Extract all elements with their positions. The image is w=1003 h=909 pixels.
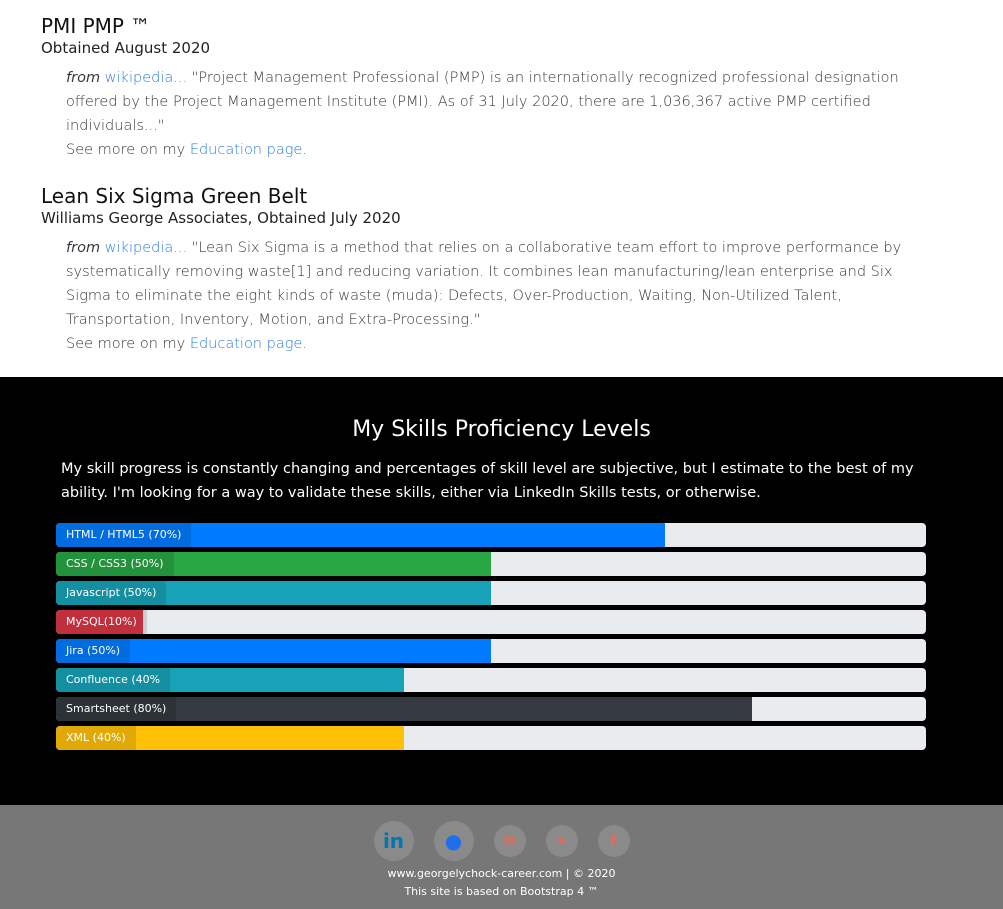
footer-based-line: This site is based on Bootstrap 4 ™	[404, 885, 599, 898]
see-more-text: See more on my	[66, 142, 186, 158]
skill-bar-fill: Javascript (50%)	[56, 581, 491, 605]
skill-bar-label: Jira (50%)	[56, 639, 131, 663]
skill-bar-fill: CSS / CSS3 (50%)	[56, 552, 491, 576]
from-label: from	[66, 240, 101, 256]
facebook-icon[interactable]: f	[597, 825, 630, 857]
skill-bar-fill: XML (40%)	[56, 726, 404, 750]
skill-bar-label: HTML / HTML5 (70%)	[56, 523, 192, 547]
cert-description: from wikipedia... "Project Management Pr…	[66, 66, 911, 162]
pinterest-icon-glyph: ℗	[502, 832, 517, 850]
cert-lean-six-sigma: Lean Six Sigma Green Belt Williams Georg…	[41, 184, 911, 356]
period: .	[302, 336, 307, 352]
facebook-icon-glyph: f	[610, 832, 617, 850]
skill-bar-label: MySQL(10%)	[56, 610, 147, 634]
see-more-text: See more on my	[66, 336, 186, 352]
footer: in ● ℗ ✦ f www.georgelychock-career.com | © …	[0, 805, 1003, 909]
skill-bar-track: Smartsheet (80%)	[56, 697, 926, 721]
skill-bar-label: Javascript (50%)	[56, 581, 167, 605]
pinterest-icon[interactable]: ℗	[493, 825, 526, 857]
skill-bar-track: HTML / HTML5 (70%)	[56, 523, 926, 547]
skill-bar-track: Confluence (40%	[56, 668, 926, 692]
education-page-link[interactable]: Education page	[189, 142, 303, 158]
wikipedia-link[interactable]: wikipedia...	[104, 240, 188, 256]
skill-bar-label: CSS / CSS3 (50%)	[56, 552, 174, 576]
github-icon[interactable]: ●	[433, 821, 474, 861]
cert-title: Lean Six Sigma Green Belt	[41, 184, 308, 208]
skill-bar-fill: Smartsheet (80%)	[56, 697, 752, 721]
skills-title: My Skills Proficiency Levels	[352, 417, 651, 442]
footer-site-line: www.georgelychock-career.com | © 2020	[387, 867, 616, 880]
education-page-link[interactable]: Education page	[189, 336, 303, 352]
skills-description: My skill progress is constantly changing…	[61, 461, 914, 501]
skill-bar-track: Javascript (50%)	[56, 581, 926, 605]
skill-bar-label: XML (40%)	[56, 726, 136, 750]
twitter-icon[interactable]: ✦	[545, 825, 578, 857]
cert-quote: "Project Management Professional (PMP) i…	[66, 70, 899, 134]
skill-bar-fill: HTML / HTML5 (70%)	[56, 523, 665, 547]
cert-quote: "Lean Six Sigma is a method that relies …	[66, 240, 902, 328]
cert-pmp: PMI PMP ™ Obtained August 2020 from wiki…	[41, 14, 911, 162]
period: .	[302, 142, 307, 158]
skill-bar-fill: MySQL(10%)	[56, 610, 147, 634]
linkedin-icon-glyph: in	[382, 829, 405, 853]
skill-bar-fill: Confluence (40%	[56, 668, 404, 692]
github-icon-glyph: ●	[444, 829, 463, 853]
twitter-icon-glyph: ✦	[555, 832, 568, 850]
skill-bar-track: CSS / CSS3 (50%)	[56, 552, 926, 576]
skill-bar-track: XML (40%)	[56, 726, 926, 750]
cert-subtitle: Obtained August 2020	[41, 39, 211, 57]
linkedin-icon[interactable]: in	[373, 821, 414, 861]
cert-title: PMI PMP ™	[41, 14, 151, 38]
skill-bar-label: Confluence (40%	[56, 668, 171, 692]
social-links: in ● ℗ ✦ f	[0, 821, 1003, 861]
skill-bar-track: Jira (50%)	[56, 639, 926, 663]
from-label: from	[66, 70, 101, 86]
skill-bar-label: Smartsheet (80%)	[56, 697, 177, 721]
skill-bar-track: MySQL(10%)	[56, 610, 926, 634]
wikipedia-link[interactable]: wikipedia...	[104, 70, 188, 86]
skill-bar-fill: Jira (50%)	[56, 639, 491, 663]
skills-section: My Skills Proficiency Levels My skill pr…	[0, 377, 1003, 805]
cert-subtitle: Williams George Associates, Obtained Jul…	[41, 209, 401, 227]
cert-description: from wikipedia... "Lean Six Sigma is a m…	[66, 236, 911, 356]
